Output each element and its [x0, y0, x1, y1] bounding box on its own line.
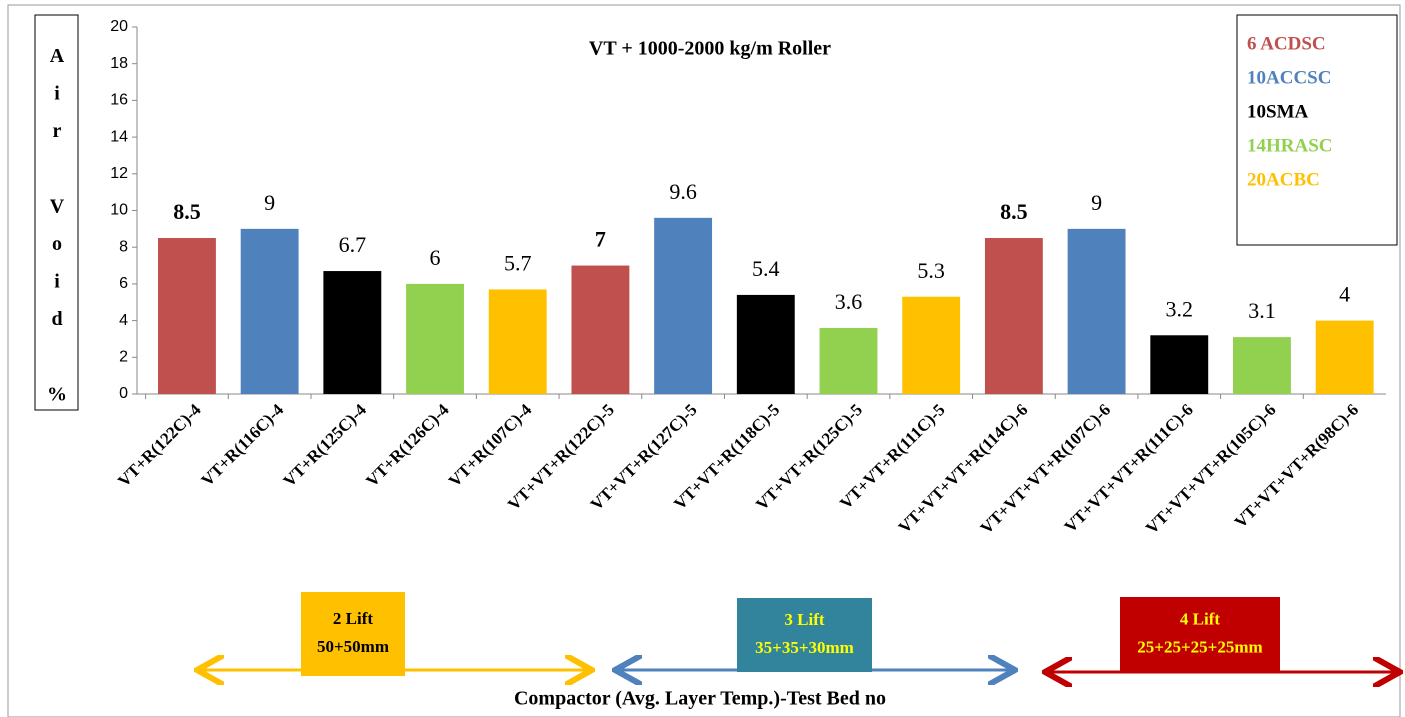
annotation-title: 2 Lift	[333, 609, 373, 628]
bar	[323, 271, 382, 394]
legend-entry: 20ACBC	[1247, 169, 1320, 190]
y-tick-label: 6	[119, 275, 128, 292]
annotation-detail: 25+25+25+25mm	[1137, 637, 1262, 656]
annotation-detail: 35+35+30mm	[755, 638, 854, 657]
y-tick-label: 20	[110, 18, 128, 35]
y-tick-label: 4	[119, 312, 128, 329]
legend-entry: 10ACCSC	[1247, 67, 1331, 88]
y-tick-label: 8	[119, 238, 128, 255]
value-label: 3.1	[1248, 298, 1276, 323]
y-tick-label: 14	[110, 128, 128, 145]
value-label: 9.6	[669, 179, 697, 204]
annotation-box	[301, 592, 405, 676]
annotation-box	[737, 598, 872, 672]
y-tick-label: 2	[119, 349, 128, 366]
value-label: 5.7	[504, 250, 532, 275]
value-label: 7	[595, 227, 606, 252]
value-label: 3.2	[1166, 296, 1194, 321]
legend-entry: 14HRASC	[1247, 135, 1333, 156]
bar	[654, 217, 713, 394]
value-label: 4	[1339, 282, 1350, 307]
annotation-detail: 50+50mm	[317, 637, 389, 656]
bar	[240, 228, 299, 394]
chart-title: VT + 1000-2000 kg/m Roller	[589, 38, 831, 60]
annotation-box	[1120, 597, 1280, 672]
y-tick-label: 0	[119, 385, 128, 402]
legend-entry: 6 ACDSC	[1247, 33, 1326, 54]
annotation-title: 3 Lift	[784, 610, 824, 629]
bar	[984, 238, 1043, 394]
value-label: 9	[1091, 190, 1102, 215]
bar	[902, 296, 961, 394]
value-label: 6	[430, 245, 441, 270]
legend-box	[1236, 14, 1398, 246]
y-label-box	[34, 14, 79, 411]
bar	[1315, 320, 1374, 394]
bar	[571, 265, 630, 394]
x-tick-label: VT+R(116C)-4	[197, 400, 287, 490]
x-axis-label: Compactor (Avg. Layer Temp.)-Test Bed no	[514, 688, 886, 710]
x-tick-label: VT+R(125C)-4	[280, 400, 371, 491]
value-label: 5.3	[917, 258, 945, 283]
x-tick-label: VT+R(107C)-4	[445, 400, 536, 491]
x-tick-label: VT+R(126C)-4	[362, 400, 453, 491]
y-tick-label: 12	[110, 165, 128, 182]
value-label: 8.5	[1000, 199, 1028, 224]
bar	[1150, 335, 1209, 394]
y-tick-label: 18	[110, 55, 128, 72]
x-tick-label: VT+R(122C)-4	[114, 400, 205, 491]
frame	[7, 4, 1401, 717]
y-tick-label: 16	[110, 92, 128, 109]
bar	[819, 327, 878, 394]
value-label: 3.6	[835, 289, 863, 314]
bar	[1233, 337, 1291, 394]
bar	[736, 294, 795, 394]
bar	[488, 289, 547, 394]
value-label: 9	[264, 190, 275, 215]
value-label: 5.4	[752, 256, 780, 281]
bar	[406, 283, 464, 394]
value-label: 6.7	[339, 232, 367, 257]
bar	[1067, 228, 1126, 394]
bar	[158, 238, 216, 394]
value-label: 8.5	[173, 199, 201, 224]
legend-entry: 10SMA	[1247, 101, 1309, 122]
annotation-title: 4 Lift	[1180, 609, 1220, 628]
y-tick-label: 10	[110, 202, 128, 219]
